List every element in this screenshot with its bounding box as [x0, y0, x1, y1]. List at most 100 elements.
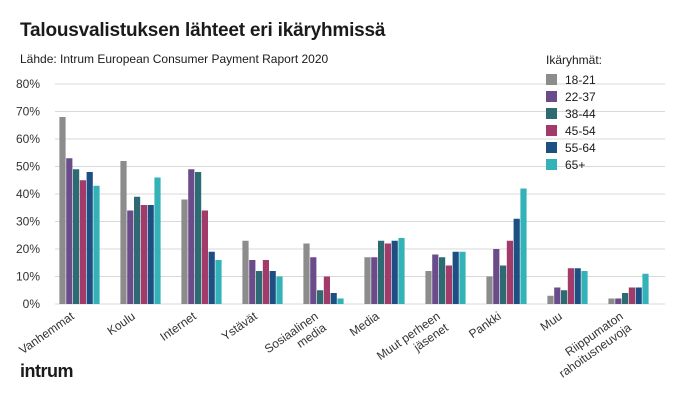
bar-18-21 [181, 199, 188, 304]
x-tick-label-line: Vanhemmat [16, 309, 77, 357]
bar-22-37 [493, 249, 500, 304]
x-tick-label-line: Koulu [105, 309, 138, 338]
bar-38-44 [561, 290, 568, 304]
bar-45-54 [567, 268, 574, 304]
bar-22-37 [310, 257, 317, 304]
y-tick-label: 40% [16, 187, 40, 201]
bar-45-54 [506, 240, 513, 304]
legend-swatch-38-44 [546, 108, 557, 119]
y-tick-label: 30% [16, 215, 40, 229]
bar-18-21 [425, 271, 432, 304]
legend-label-65+: 65+ [565, 158, 585, 172]
y-tick-label: 70% [16, 105, 40, 119]
legend-swatch-65+ [546, 159, 557, 170]
bar-22-37 [615, 298, 622, 304]
bar-65+ [276, 276, 283, 304]
bar-55-64 [208, 251, 215, 304]
y-tick-label: 10% [16, 270, 40, 284]
bar-65+ [337, 298, 344, 304]
bar-18-21 [547, 295, 554, 304]
bar-55-64 [513, 218, 520, 304]
bar-65+ [398, 238, 405, 304]
x-tick-label-line: Media [347, 309, 382, 339]
bar-65+ [581, 271, 588, 304]
bar-55-64 [330, 293, 337, 304]
bar-45-54 [262, 260, 269, 304]
bar-38-44 [134, 196, 141, 304]
intrum-logo: intrum [20, 361, 74, 381]
legend-label-38-44: 38-44 [565, 107, 596, 121]
y-tick-label: 50% [16, 160, 40, 174]
bar-45-54 [79, 180, 86, 304]
bar-38-44 [73, 169, 80, 304]
bar-18-21 [303, 243, 310, 304]
y-tick-label: 20% [16, 242, 40, 256]
bar-65+ [215, 260, 222, 304]
legend-label-22-37: 22-37 [565, 90, 596, 104]
x-tick-label: Vanhemmat [16, 309, 77, 357]
x-tick-label-line: Ystävät [219, 309, 260, 344]
bar-65+ [93, 185, 100, 304]
bar-18-21 [120, 161, 127, 304]
bar-38-44 [439, 257, 446, 304]
legend-label-55-64: 55-64 [565, 141, 596, 155]
bar-22-37 [127, 210, 134, 304]
bar-65+ [459, 251, 466, 304]
bar-55-64 [147, 205, 154, 304]
x-tick-label-line: Muu [538, 309, 565, 334]
legend-title: Ikäryhmät: [546, 53, 602, 67]
x-tick-label-line: Internet [157, 309, 199, 344]
bar-45-54 [140, 205, 147, 304]
bar-38-44 [317, 290, 324, 304]
bar-45-54 [323, 276, 330, 304]
bars [59, 117, 649, 304]
y-tick-label: 80% [16, 77, 40, 91]
bar-18-21 [242, 240, 249, 304]
bar-38-44 [195, 172, 202, 304]
bar-18-21 [608, 298, 615, 304]
legend-label-45-54: 45-54 [565, 124, 596, 138]
chart-title: Talousvalistuksen lähteet eri ikäryhmiss… [20, 20, 386, 41]
bar-22-37 [432, 254, 439, 304]
legend: Ikäryhmät: 18-21 22-37 38-44 45-54 55-64 65+ [546, 53, 602, 172]
x-tick-label: Muut perheenjäsenet [374, 309, 451, 375]
x-tick-label: Internet [157, 309, 199, 344]
y-tick-label: 0% [23, 297, 41, 311]
bar-65+ [154, 177, 161, 304]
legend-swatch-55-64 [546, 142, 557, 153]
bar-45-54 [201, 210, 208, 304]
bar-18-21 [59, 117, 66, 304]
bar-38-44 [256, 271, 263, 304]
x-tick-label: Ystävät [219, 309, 260, 344]
bar-18-21 [486, 276, 493, 304]
legend-swatch-45-54 [546, 125, 557, 136]
chart-source: Lähde: Intrum European Consumer Payment … [20, 52, 329, 66]
bar-45-54 [384, 243, 391, 304]
y-tick-label: 60% [16, 132, 40, 146]
bar-38-44 [622, 293, 629, 304]
x-tick-label: Media [347, 309, 382, 339]
x-tick-label-line: Pankki [466, 309, 504, 341]
bar-55-64 [635, 287, 642, 304]
bar-55-64 [86, 172, 93, 304]
bar-45-54 [628, 287, 635, 304]
legend-label-18-21: 18-21 [565, 73, 596, 87]
x-tick-label: Pankki [466, 309, 504, 341]
legend-swatch-18-21 [546, 74, 557, 85]
bar-65+ [642, 273, 649, 304]
bar-38-44 [500, 265, 507, 304]
x-tick-label: Sosiaalinenmedia [262, 309, 329, 368]
bar-22-37 [371, 257, 378, 304]
bar-55-64 [391, 240, 398, 304]
x-tick-label: Koulu [105, 309, 138, 338]
legend-swatch-22-37 [546, 91, 557, 102]
bar-55-64 [269, 271, 276, 304]
y-axis-ticks: 0% 10% 20% 30% 40% 50% 60% 70% 80% [16, 77, 40, 311]
bar-18-21 [364, 257, 371, 304]
bar-22-37 [554, 287, 561, 304]
bar-65+ [520, 188, 527, 304]
bar-45-54 [445, 265, 452, 304]
bar-55-64 [452, 251, 459, 304]
bar-22-37 [249, 260, 256, 304]
